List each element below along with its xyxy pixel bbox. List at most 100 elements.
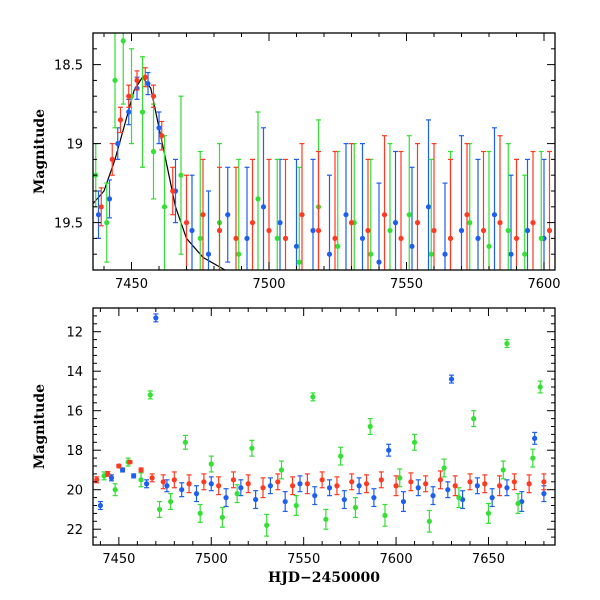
top-panel: 7450 7500 7550 7600 18.5 19 19.5 Magnitude <box>32 32 561 292</box>
data-point <box>264 522 270 528</box>
data-point <box>106 196 113 202</box>
data-point <box>315 227 322 234</box>
x-tick-label: 7500 <box>195 552 228 567</box>
data-point <box>423 481 429 487</box>
data-point <box>153 315 159 321</box>
data-point <box>504 340 510 347</box>
data-point <box>411 439 418 445</box>
data-point <box>400 498 407 505</box>
data-point <box>150 93 157 99</box>
data-point <box>112 487 118 493</box>
x-tick-label: 7450 <box>115 277 148 292</box>
data-point <box>448 376 455 382</box>
data-point <box>343 212 349 218</box>
y-tick-label: 14 <box>66 365 83 380</box>
data-point <box>522 251 528 257</box>
data-point <box>511 479 517 485</box>
data-point <box>467 220 473 226</box>
data-point <box>497 220 503 226</box>
data-point <box>304 481 310 487</box>
data-point <box>464 212 470 218</box>
data-point <box>138 467 144 473</box>
data-point <box>275 479 281 485</box>
data-point <box>183 220 190 226</box>
data-point <box>201 479 207 485</box>
y-tick-label: 19.5 <box>54 217 83 232</box>
data-point <box>471 416 477 422</box>
data-point <box>168 498 174 505</box>
data-point <box>109 156 115 162</box>
data-point <box>348 220 355 226</box>
data-point <box>323 516 329 522</box>
data-point <box>437 477 444 483</box>
data-point <box>95 212 102 218</box>
data-point <box>171 477 177 483</box>
data-point <box>359 235 366 241</box>
data-point <box>170 188 176 194</box>
data-point <box>119 467 126 473</box>
data-point <box>197 235 203 241</box>
data-point <box>233 235 239 241</box>
data-point <box>363 481 370 487</box>
x-tick-label: 7600 <box>380 552 413 567</box>
data-point <box>500 467 506 473</box>
data-point <box>296 259 302 265</box>
data-point <box>480 227 487 234</box>
data-point <box>156 125 162 131</box>
data-point <box>126 109 132 115</box>
data-point <box>491 212 498 218</box>
data-point <box>456 495 462 501</box>
data-point <box>244 235 250 241</box>
data-point <box>367 423 373 430</box>
data-point <box>260 485 266 491</box>
data-point <box>134 77 140 83</box>
data-point <box>282 498 288 505</box>
data-point <box>428 251 434 257</box>
data-point <box>335 243 341 249</box>
data-point <box>356 483 362 489</box>
data-point <box>249 220 256 226</box>
data-point <box>326 485 333 491</box>
data-point <box>408 479 414 485</box>
series-2 <box>94 459 547 499</box>
data-point <box>277 220 283 226</box>
data-point <box>116 463 122 469</box>
data-point <box>293 243 300 249</box>
data-point <box>442 251 448 257</box>
data-point <box>138 477 144 483</box>
data-point <box>161 204 168 210</box>
data-point <box>387 227 393 234</box>
data-point <box>398 235 404 241</box>
data-point <box>409 243 415 249</box>
data-point <box>326 251 333 257</box>
data-point <box>160 479 166 485</box>
data-point <box>541 491 547 497</box>
data-point <box>297 481 303 487</box>
series-1 <box>101 339 543 537</box>
data-point <box>219 514 225 520</box>
y-tick-label: 18.5 <box>54 59 83 74</box>
data-point <box>289 483 296 489</box>
data-point <box>293 502 299 509</box>
data-point <box>115 141 121 147</box>
data-point <box>397 475 403 481</box>
x-tick-label: 7450 <box>102 552 135 567</box>
data-point <box>127 459 133 465</box>
y-tick-label: 18 <box>66 444 83 459</box>
data-point <box>381 212 388 218</box>
data-point <box>278 467 285 473</box>
data-point <box>274 235 280 241</box>
data-point <box>352 504 359 511</box>
data-point <box>341 496 347 503</box>
data-point <box>458 227 465 234</box>
data-point <box>467 479 473 485</box>
data-point <box>234 491 240 497</box>
data-point <box>267 483 274 489</box>
data-point <box>105 471 111 477</box>
data-point <box>489 495 495 501</box>
x-tick-label: 7600 <box>527 277 560 292</box>
data-point <box>197 510 203 516</box>
data-point <box>365 227 371 234</box>
data-point <box>445 487 451 493</box>
data-point <box>486 243 492 249</box>
